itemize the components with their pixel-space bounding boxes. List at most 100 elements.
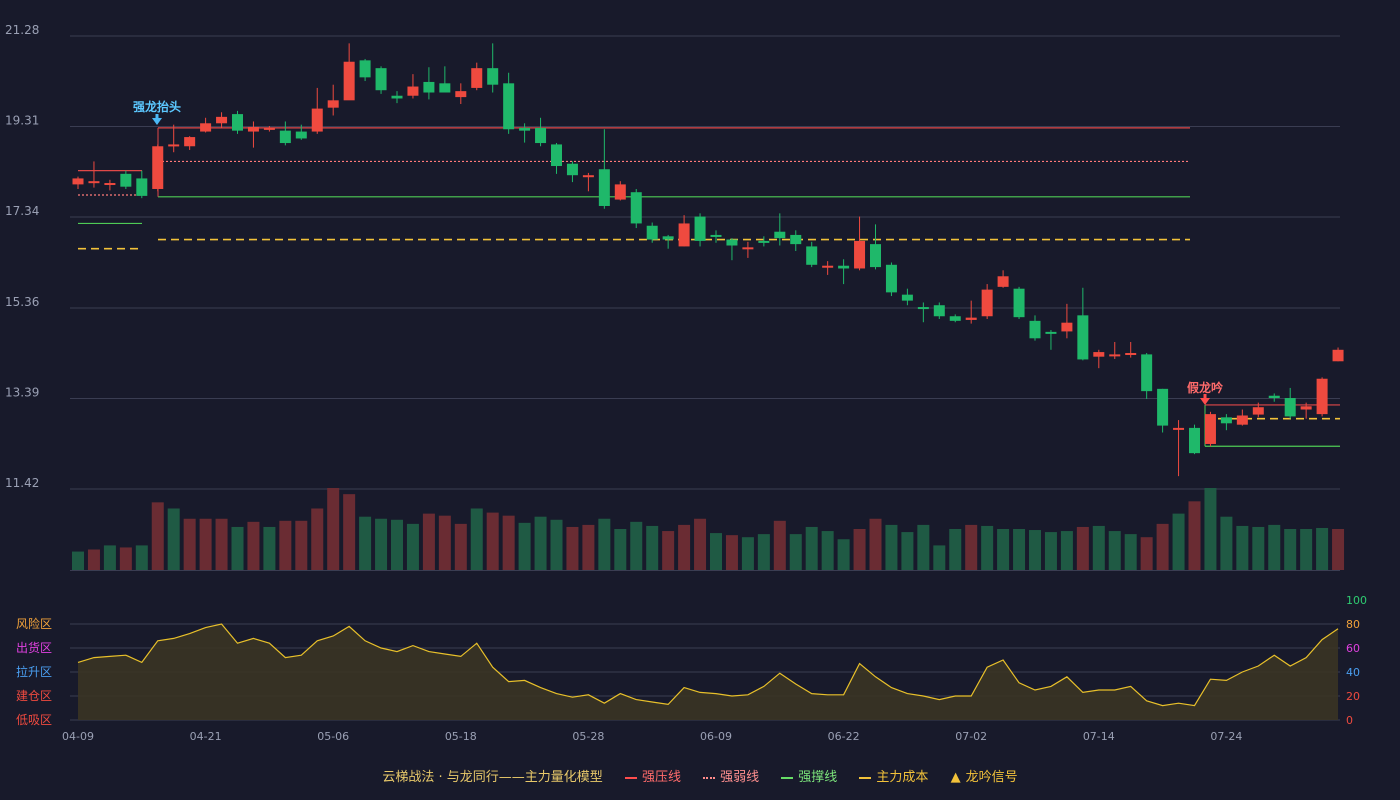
candle-body [726, 239, 738, 246]
candle-body [1029, 320, 1041, 339]
candle-body [1173, 427, 1185, 430]
candle-body [790, 234, 802, 245]
candle-body [981, 289, 993, 317]
candle-body [566, 163, 578, 176]
candle-body [519, 127, 531, 131]
volume-bar [805, 526, 818, 570]
candlestick-chart: 21.28 19.31 17.34 15.36 13.39 11.42 风险区出货区拉升区建… [5, 23, 1367, 743]
legend-swatch-weak-line [703, 776, 716, 779]
candle-body [375, 68, 387, 91]
candle-body [965, 317, 977, 320]
volume-bar [949, 529, 962, 570]
x-tick-label: 06-09 [700, 730, 732, 743]
risk-zone-label: 低吸区 [16, 713, 52, 727]
candle-body [1332, 349, 1344, 362]
volume-bar [486, 512, 499, 570]
legend: 云梯战法 · 与龙同行——主力量化模型 强压线 强弱线 强撑线 主力成本 ▲ 龙吟… [0, 766, 1400, 785]
x-tick-label: 05-28 [572, 730, 604, 743]
candle-body [774, 231, 786, 239]
candle-body [598, 169, 610, 206]
candle-body [359, 60, 371, 78]
x-tick-label: 07-14 [1083, 730, 1115, 743]
candle-body [662, 236, 674, 240]
candle-body [997, 276, 1009, 287]
candle-body [216, 116, 228, 124]
volume-bar [1268, 524, 1281, 570]
risk-zone-label: 出货区 [16, 640, 52, 655]
volume-bar [438, 515, 451, 570]
candle-body [870, 244, 881, 268]
volume-bar [1236, 525, 1249, 570]
legend-title: 云梯战法 · 与龙同行——主力量化模型 [382, 770, 603, 785]
volume-bar [1060, 531, 1073, 570]
price-tick-label: 13.39 [5, 385, 39, 399]
volume-bar [901, 532, 914, 570]
volume-bar [1220, 516, 1233, 570]
volume-bar [965, 524, 978, 570]
candle-body [200, 123, 212, 132]
volume-bar [231, 526, 244, 570]
legend-triangle-icon: ▲ [950, 770, 961, 785]
volume-bar [263, 526, 276, 570]
candle-body [1189, 427, 1200, 454]
candle-body [551, 144, 562, 167]
volume-bar [247, 521, 260, 570]
candle-body [582, 175, 594, 178]
volume-bar [119, 547, 132, 570]
risk-axis-tick: 80 [1346, 618, 1360, 631]
volume-bar [343, 494, 356, 570]
volume-bar [1188, 501, 1201, 570]
candle-body [1236, 415, 1248, 425]
volume-bar [295, 520, 308, 570]
volume-bar [87, 549, 100, 570]
candle-body [1252, 407, 1264, 415]
volume-bar [359, 516, 372, 570]
risk-axis-tick: 20 [1346, 690, 1360, 703]
volume-bar [135, 545, 148, 570]
volume-bar [1124, 534, 1137, 570]
volume-bar [103, 545, 116, 570]
volume-bar [72, 551, 84, 570]
legend-strong-support: 强撑线 [781, 766, 837, 785]
volume-bar [582, 524, 595, 570]
candle-body [295, 131, 307, 139]
x-tick-label: 04-21 [190, 730, 222, 743]
volume-bar [789, 534, 802, 570]
volume-bar [678, 524, 691, 570]
volume-bar [327, 488, 340, 570]
candle-body [343, 61, 355, 101]
volume-bar [1316, 527, 1329, 570]
candle-body [311, 108, 323, 132]
price-tick-label: 11.42 [5, 476, 39, 490]
candle-body [885, 264, 897, 293]
volume-bar [502, 515, 515, 570]
risk-axis-tick: 60 [1346, 642, 1360, 655]
volume-bar [279, 520, 292, 570]
x-tick-label: 07-24 [1210, 730, 1242, 743]
x-tick-label: 06-22 [828, 730, 860, 743]
bull-signal-arrow-icon [152, 118, 162, 125]
candle-body [152, 146, 164, 189]
volume-bar [725, 535, 738, 570]
volume-bar [1156, 523, 1169, 570]
candle-body [1093, 352, 1105, 357]
candle-body [232, 114, 243, 131]
candle-body [120, 173, 132, 187]
candle-body [503, 83, 515, 130]
volume-bar [1092, 525, 1105, 570]
volume-bar [1140, 537, 1153, 570]
volume-bar [151, 502, 164, 570]
volume-bar [598, 518, 611, 570]
candle-body [1300, 406, 1312, 410]
legend-strong-press: 强压线 [624, 766, 681, 785]
candle-body [901, 294, 913, 301]
risk-axis-tick: 100 [1346, 594, 1367, 607]
candle-body [854, 240, 866, 269]
legend-swatch-strong-press [624, 776, 637, 779]
candle-body [487, 68, 499, 85]
volume-bar [646, 525, 659, 570]
volume-bar [853, 529, 866, 570]
volume-bar [375, 518, 388, 570]
risk-axis-tick: 40 [1346, 666, 1360, 679]
volume-bar [1029, 530, 1041, 570]
